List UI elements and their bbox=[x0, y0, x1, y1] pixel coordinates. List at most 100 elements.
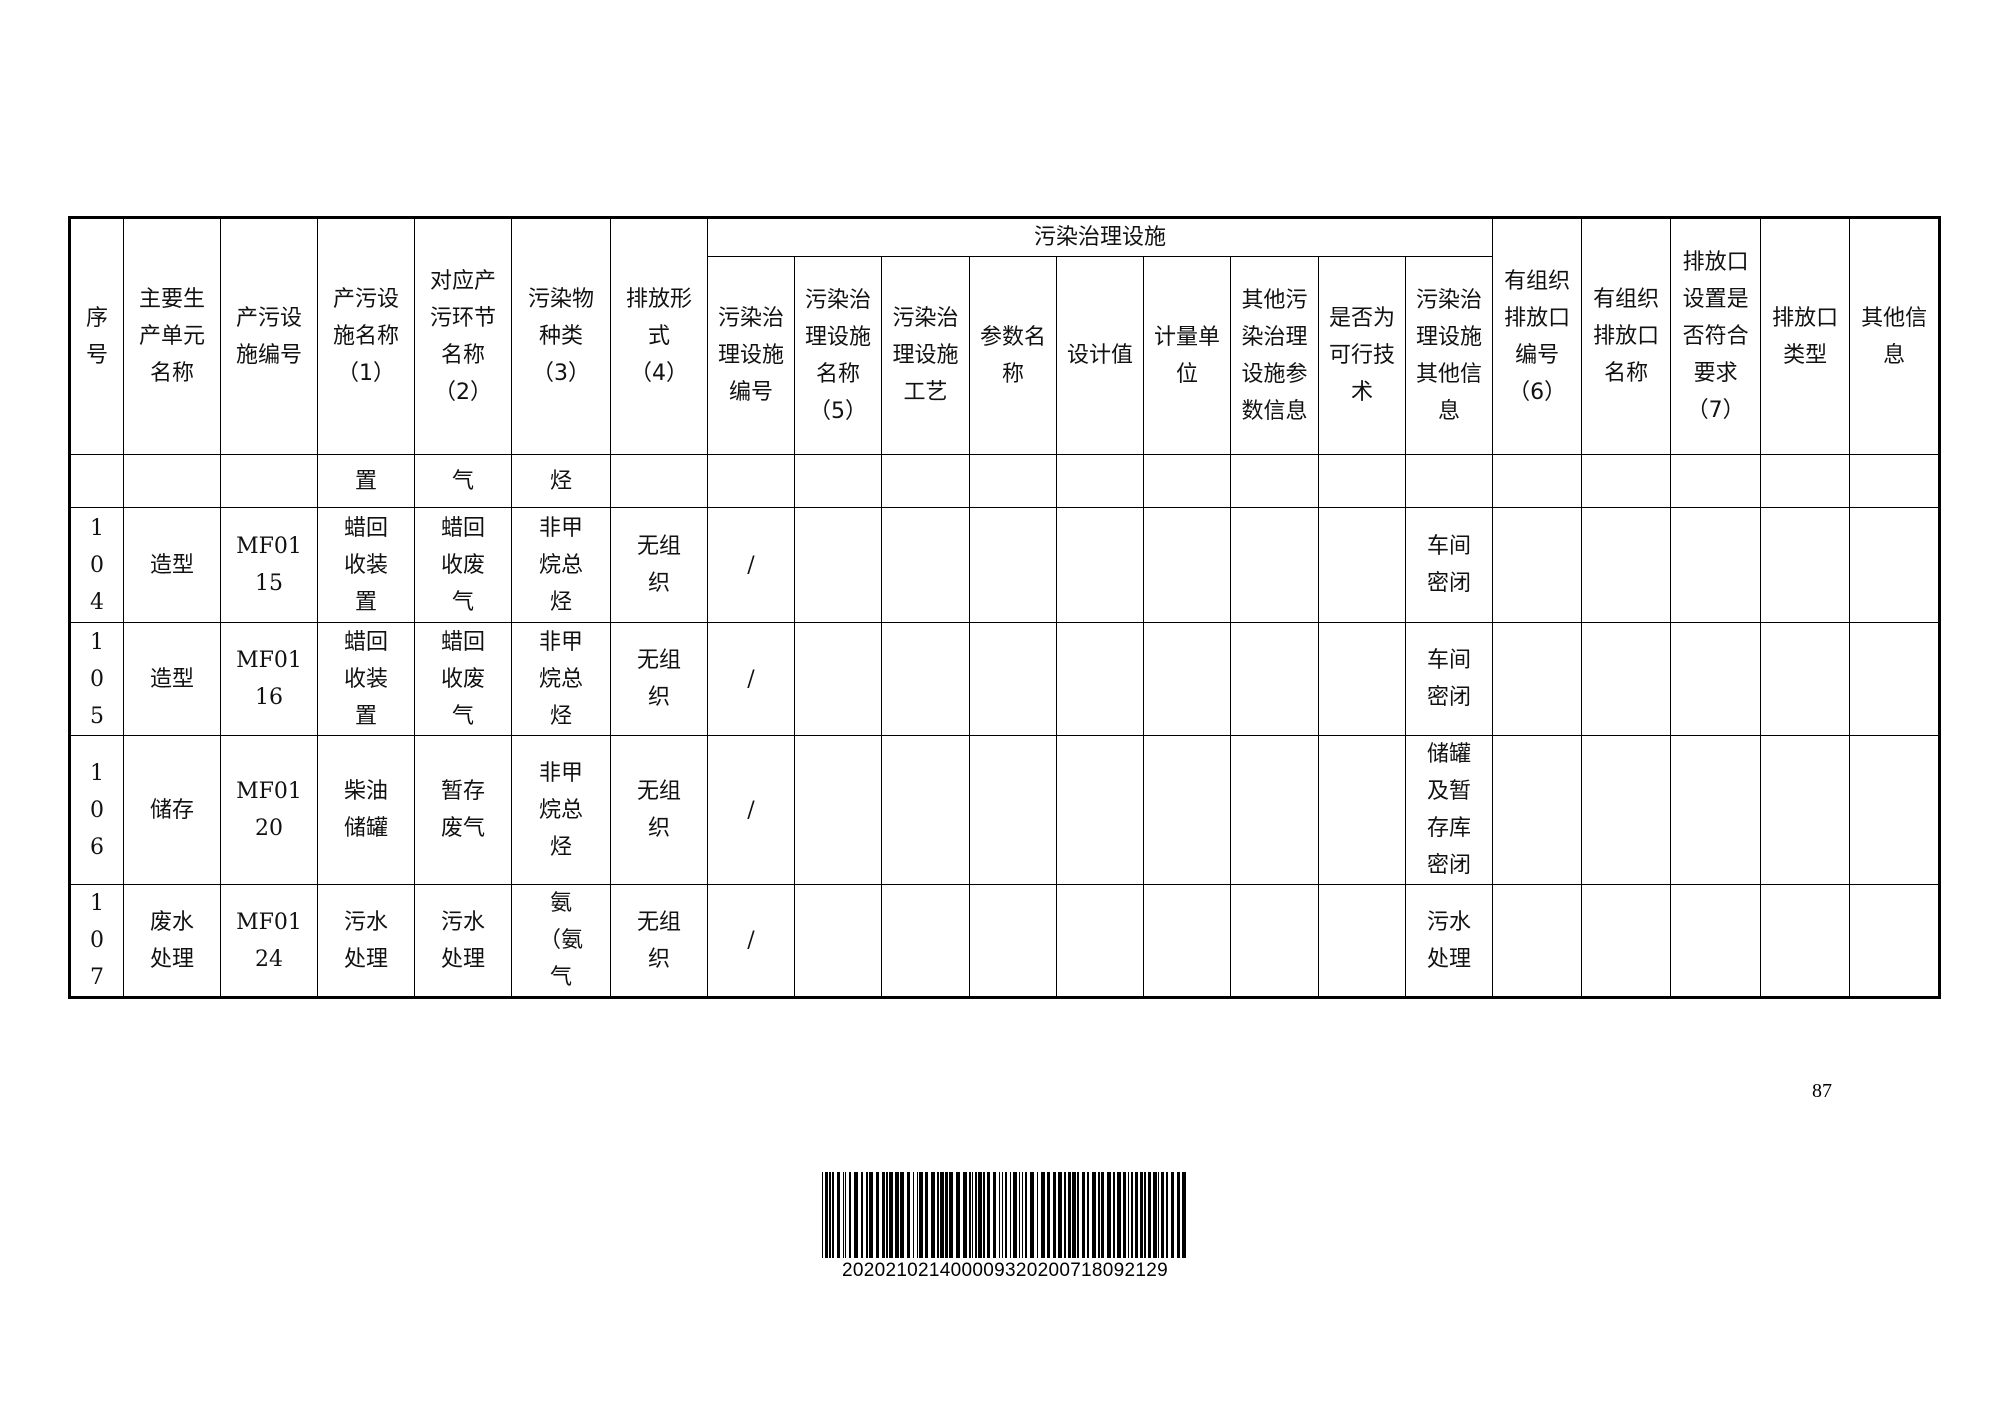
table-cell bbox=[1760, 735, 1851, 885]
table-cell: 烃 bbox=[511, 454, 611, 508]
table-cell bbox=[794, 454, 882, 508]
barcode-bar bbox=[1030, 1172, 1034, 1258]
column-header-label: 参数名称 bbox=[979, 324, 1046, 387]
barcode-bar bbox=[837, 1172, 840, 1258]
barcode-bar bbox=[1010, 1172, 1011, 1258]
barcode-bar bbox=[882, 1172, 885, 1258]
table-cell: 106 bbox=[69, 735, 124, 885]
cell-text: / bbox=[747, 552, 755, 578]
table-cell: 107 bbox=[69, 884, 124, 998]
table-cell bbox=[1143, 507, 1231, 623]
cell-text: 非甲烷总烃 bbox=[538, 629, 583, 729]
column-header: 污染治理设施工艺 bbox=[881, 256, 970, 455]
barcode-bar bbox=[1153, 1172, 1157, 1258]
column-header: 其他信息 bbox=[1849, 217, 1941, 455]
table-cell: 无组织 bbox=[610, 507, 708, 623]
cell-text: MF0120 bbox=[236, 779, 302, 841]
barcode-bar bbox=[1068, 1172, 1071, 1258]
barcode-bar bbox=[1058, 1172, 1062, 1258]
column-header: 对应产污环节名称（2） bbox=[414, 217, 512, 455]
barcode-bar bbox=[1064, 1172, 1066, 1258]
barcode-bar bbox=[983, 1172, 985, 1258]
column-header-label: 有组织排放口编号（6） bbox=[1504, 268, 1571, 405]
table-cell bbox=[1581, 622, 1672, 736]
column-header-label: 污染治理设施名称（5） bbox=[804, 287, 871, 424]
barcode-bar bbox=[1037, 1172, 1038, 1258]
cell-text: 废水处理 bbox=[149, 909, 194, 972]
barcode-bar bbox=[1131, 1172, 1133, 1258]
table-cell: 造型 bbox=[123, 507, 221, 623]
table-cell bbox=[1849, 507, 1941, 623]
cell-text: 储存 bbox=[149, 797, 194, 823]
column-header: 排放口设置是否符合要求（7） bbox=[1670, 217, 1762, 455]
table-cell bbox=[1143, 454, 1231, 508]
table-cell: 蜡回收废气 bbox=[414, 507, 512, 623]
cell-text: 烃 bbox=[549, 468, 572, 494]
barcode-bar bbox=[829, 1172, 831, 1258]
table-cell: 储存 bbox=[123, 735, 221, 885]
barcode-bar bbox=[1148, 1172, 1151, 1258]
table-cell bbox=[220, 454, 318, 508]
table-cell bbox=[1056, 735, 1144, 885]
cell-text: 暂存废气 bbox=[440, 779, 485, 841]
barcode-bar bbox=[1072, 1172, 1076, 1258]
barcode-bar bbox=[1041, 1172, 1045, 1258]
table-cell: / bbox=[707, 884, 795, 998]
table-cell bbox=[1230, 735, 1319, 885]
table-cell: 柴油储罐 bbox=[317, 735, 415, 885]
table-cell bbox=[1056, 884, 1144, 998]
cell-text: 储罐及暂存库密闭 bbox=[1427, 742, 1472, 878]
table-cell bbox=[881, 454, 970, 508]
column-header-label: 设计值 bbox=[1066, 343, 1133, 368]
table-row: 106 储存 MF0120 柴油储罐 暂存废气 非甲烷总烃 无组织 / 储罐及暂存库密闭 bbox=[69, 735, 1941, 885]
column-header-label: 是否为可行技术 bbox=[1328, 306, 1395, 405]
table-cell: / bbox=[707, 735, 795, 885]
barcode-bar bbox=[925, 1172, 928, 1258]
cell-text: / bbox=[747, 928, 755, 953]
barcode-bar bbox=[900, 1172, 904, 1258]
barcode-bar bbox=[1166, 1172, 1168, 1258]
table-cell bbox=[969, 884, 1057, 998]
column-header-label: 有组织排放口名称 bbox=[1593, 287, 1660, 386]
cell-text: / bbox=[747, 797, 755, 823]
table-cell bbox=[794, 735, 882, 885]
table-cell: / bbox=[707, 622, 795, 736]
table-cell bbox=[1492, 622, 1583, 736]
cell-text: MF0115 bbox=[236, 534, 302, 596]
barcode-bar bbox=[1117, 1172, 1121, 1258]
barcode-bar bbox=[937, 1172, 939, 1258]
table-cell bbox=[1318, 884, 1406, 998]
column-header-label: 其他污染治理设施参数信息 bbox=[1241, 287, 1308, 424]
cell-text: 气 bbox=[451, 468, 474, 494]
barcode-bar bbox=[931, 1172, 935, 1258]
column-header: 排放形式（4） bbox=[610, 217, 708, 455]
barcode-bar bbox=[963, 1172, 967, 1258]
barcode-bar bbox=[822, 1172, 823, 1258]
barcode-bar bbox=[1158, 1172, 1159, 1258]
table-cell: 气 bbox=[414, 454, 512, 508]
pollution-facility-table: 序号 主要生产单元名称 产污设施编号 产污设施名称（1） 对应产污环节名称（2） 污染物种… bbox=[68, 216, 1942, 999]
column-header: 是否为可行技术 bbox=[1318, 256, 1406, 455]
cell-text: 非甲烷总烃 bbox=[538, 515, 583, 615]
cell-text: 污水处理 bbox=[343, 909, 388, 972]
table-cell bbox=[1670, 884, 1762, 998]
table-cell: 无组织 bbox=[610, 622, 708, 736]
cell-text: 污水处理 bbox=[440, 909, 485, 972]
table-cell bbox=[123, 454, 221, 508]
cell-text: 柴油储罐 bbox=[343, 779, 388, 841]
column-header: 排放口类型 bbox=[1760, 217, 1851, 455]
table-cell bbox=[1056, 454, 1144, 508]
barcode-bar bbox=[945, 1172, 948, 1258]
column-header: 产污设施编号 bbox=[220, 217, 318, 455]
table-cell bbox=[794, 622, 882, 736]
barcode-bar bbox=[876, 1172, 879, 1258]
table-cell: MF0120 bbox=[220, 735, 318, 885]
table-cell bbox=[1581, 454, 1672, 508]
barcode-bar bbox=[919, 1172, 923, 1258]
barcode-bar bbox=[1022, 1172, 1023, 1258]
table-cell bbox=[1849, 884, 1941, 998]
barcode-bar bbox=[1019, 1172, 1020, 1258]
cell-text: 造型 bbox=[149, 666, 194, 692]
table-cell bbox=[1230, 454, 1319, 508]
table-cell bbox=[1492, 507, 1583, 623]
